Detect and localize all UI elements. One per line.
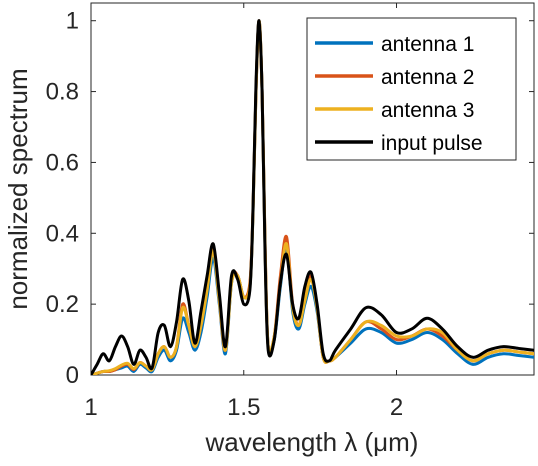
y-tick-label: 0.2: [46, 291, 79, 318]
y-tick-label: 1: [66, 8, 79, 35]
series-lines: [91, 19, 534, 375]
y-tick-label: 0.6: [46, 149, 79, 176]
y-axis-label: normalized spectrum: [3, 68, 33, 309]
x-tick-label: 1.5: [227, 394, 260, 421]
y-tick-label: 0.4: [46, 220, 79, 247]
y-tick-label: 0.8: [46, 79, 79, 106]
legend-label: antenna 3: [381, 99, 474, 122]
legend-label: antenna 2: [381, 66, 474, 89]
legend: antenna 1 antenna 2 antenna 3 input pulse: [306, 17, 517, 161]
x-axis-label: wavelength λ (μm): [205, 427, 419, 457]
x-tick-label: 1: [84, 394, 97, 421]
legend-label: input pulse: [381, 132, 483, 155]
y-tick-label: 0: [66, 362, 79, 389]
legend-label: antenna 1: [381, 33, 474, 56]
series-line-input-pulse: [91, 19, 534, 375]
x-tick-label: 2: [390, 394, 403, 421]
tick-labels: 1 1.5 2 0 0.2 0.4 0.6 0.8 1: [46, 8, 404, 421]
